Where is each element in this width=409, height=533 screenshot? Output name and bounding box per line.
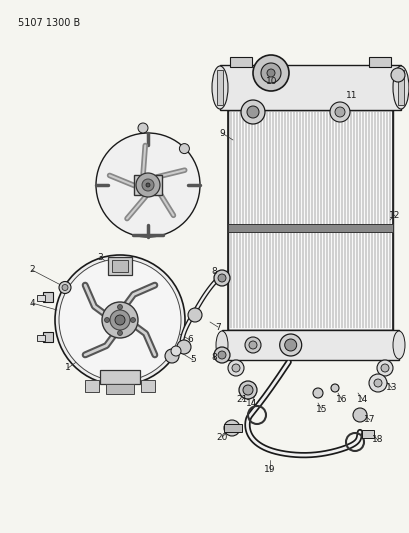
Circle shape — [59, 259, 180, 381]
Text: 4: 4 — [29, 298, 35, 308]
Circle shape — [179, 143, 189, 154]
Text: 6: 6 — [187, 335, 192, 344]
Bar — [134, 175, 162, 195]
Text: 3: 3 — [97, 253, 103, 262]
Circle shape — [373, 379, 381, 387]
Bar — [85, 380, 99, 392]
Circle shape — [330, 384, 338, 392]
Text: 16: 16 — [335, 395, 347, 405]
Circle shape — [238, 381, 256, 399]
Circle shape — [334, 107, 344, 117]
Circle shape — [284, 339, 296, 351]
Circle shape — [213, 347, 229, 363]
Bar — [112, 260, 128, 272]
Circle shape — [142, 179, 154, 191]
Bar — [139, 178, 155, 192]
Circle shape — [261, 63, 280, 83]
Text: 5: 5 — [190, 356, 196, 365]
Circle shape — [266, 69, 274, 77]
Text: 14: 14 — [356, 395, 368, 405]
Circle shape — [138, 123, 148, 133]
Circle shape — [252, 55, 288, 91]
Circle shape — [62, 285, 68, 290]
Circle shape — [223, 420, 239, 436]
Circle shape — [55, 255, 184, 385]
Circle shape — [130, 318, 135, 322]
Bar — [229, 57, 252, 67]
Bar — [216, 70, 222, 105]
Text: 13: 13 — [385, 384, 397, 392]
Bar — [43, 292, 53, 302]
Text: 8: 8 — [211, 353, 216, 362]
Text: 20: 20 — [216, 432, 227, 441]
Text: 5107 1300 B: 5107 1300 B — [18, 18, 80, 28]
Circle shape — [368, 374, 386, 392]
Circle shape — [243, 385, 252, 395]
Text: 17: 17 — [363, 416, 375, 424]
Bar — [220, 65, 400, 110]
Text: 21: 21 — [236, 395, 247, 405]
Circle shape — [380, 364, 388, 372]
Text: 12: 12 — [389, 211, 400, 220]
Text: 10: 10 — [265, 77, 277, 86]
Bar — [108, 257, 132, 275]
Circle shape — [171, 346, 180, 356]
Circle shape — [146, 183, 150, 187]
Circle shape — [117, 330, 122, 335]
Bar — [397, 70, 403, 105]
Circle shape — [246, 106, 258, 118]
Circle shape — [59, 281, 71, 294]
Bar — [221, 330, 398, 360]
Bar — [361, 430, 373, 438]
Bar — [227, 110, 392, 330]
Circle shape — [218, 274, 225, 282]
Circle shape — [240, 100, 264, 124]
Circle shape — [213, 270, 229, 286]
Circle shape — [329, 102, 349, 122]
Ellipse shape — [211, 66, 227, 109]
Ellipse shape — [392, 66, 408, 109]
Circle shape — [231, 364, 239, 372]
Circle shape — [110, 310, 130, 330]
Circle shape — [104, 318, 109, 322]
Bar — [106, 384, 134, 394]
Text: 9: 9 — [218, 128, 224, 138]
Text: 11: 11 — [346, 92, 357, 101]
Text: 7: 7 — [215, 322, 220, 332]
Circle shape — [136, 173, 160, 197]
Circle shape — [390, 68, 404, 82]
Circle shape — [102, 302, 138, 338]
Circle shape — [227, 360, 243, 376]
Circle shape — [248, 341, 256, 349]
Circle shape — [188, 308, 202, 322]
Bar — [368, 57, 390, 67]
Text: 18: 18 — [371, 435, 383, 445]
Bar — [100, 370, 139, 384]
Circle shape — [312, 388, 322, 398]
Text: 19: 19 — [264, 465, 275, 474]
Circle shape — [279, 334, 301, 356]
Bar — [141, 380, 155, 392]
Bar — [227, 224, 392, 232]
Text: 15: 15 — [315, 406, 327, 415]
Text: 14: 14 — [246, 399, 257, 408]
Bar — [223, 424, 241, 432]
Circle shape — [96, 133, 200, 237]
Circle shape — [218, 351, 225, 359]
Bar — [43, 332, 53, 342]
Circle shape — [117, 304, 122, 310]
Circle shape — [164, 349, 179, 363]
Ellipse shape — [392, 331, 404, 359]
Text: 1: 1 — [65, 364, 71, 373]
Circle shape — [177, 340, 191, 354]
Text: 2: 2 — [29, 265, 35, 274]
Text: 8: 8 — [211, 268, 216, 277]
Circle shape — [115, 315, 125, 325]
Bar — [37, 295, 45, 301]
Circle shape — [245, 337, 261, 353]
Circle shape — [352, 408, 366, 422]
Ellipse shape — [216, 331, 227, 359]
Circle shape — [376, 360, 392, 376]
Bar — [37, 335, 45, 341]
